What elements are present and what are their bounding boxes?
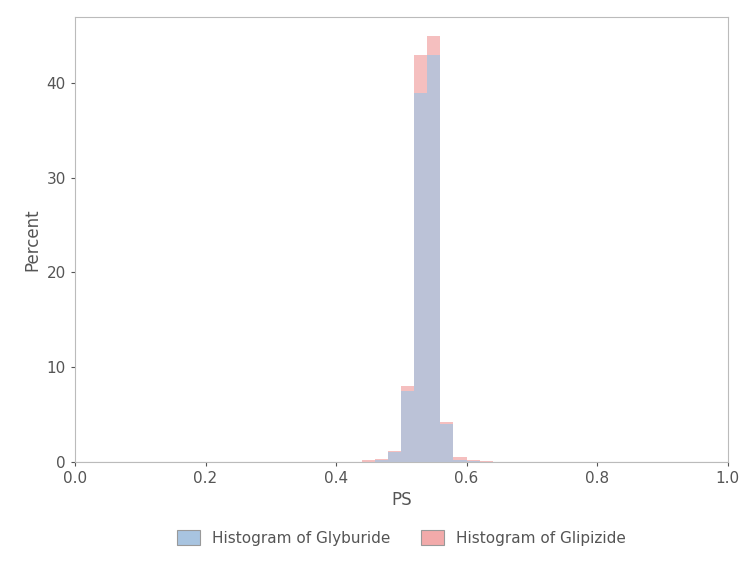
- Y-axis label: Percent: Percent: [23, 208, 41, 271]
- Bar: [454, 457, 466, 462]
- Bar: [375, 459, 388, 462]
- Bar: [454, 460, 466, 462]
- X-axis label: PS: PS: [391, 491, 412, 510]
- Bar: [388, 452, 401, 462]
- Bar: [362, 460, 375, 462]
- Bar: [440, 424, 454, 462]
- Legend: Histogram of Glyburide, Histogram of Glipizide: Histogram of Glyburide, Histogram of Gli…: [170, 524, 632, 552]
- Bar: [375, 460, 388, 462]
- Bar: [401, 386, 414, 462]
- Bar: [440, 422, 454, 462]
- Bar: [427, 55, 440, 462]
- Bar: [388, 452, 401, 462]
- Bar: [414, 55, 428, 462]
- Bar: [414, 92, 428, 462]
- Bar: [427, 36, 440, 462]
- Bar: [466, 460, 479, 462]
- Bar: [401, 391, 414, 462]
